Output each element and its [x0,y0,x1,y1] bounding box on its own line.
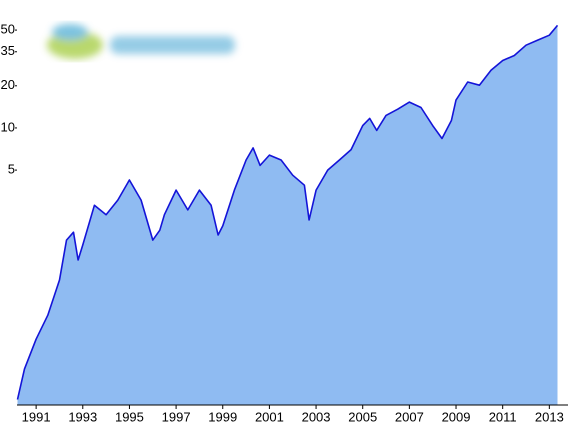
y-tick-label: 10 [1,119,15,134]
x-tick-label: 1997 [162,409,191,424]
x-tick-label: 2011 [489,409,517,424]
x-tick-label: 2009 [442,409,471,424]
x-tick-label: 2003 [302,409,331,424]
x-tick-label: 1999 [208,409,237,424]
y-tick-label: 5 [8,162,15,177]
x-tick-label: 1993 [68,409,97,424]
x-tick-label: 1991 [22,409,51,424]
y-tick-label: 20 [1,77,15,92]
x-tick-label: 2007 [395,409,424,424]
x-tick-label: 2013 [535,409,564,424]
y-tick-label: 35 [1,43,15,58]
x-tick-label: 2005 [348,409,377,424]
line [16,24,559,400]
area [17,25,558,406]
x-tick-label: 2001 [255,409,284,424]
logo [47,24,235,59]
y-tick-label: 50 [1,22,15,37]
x-tick-label: 1995 [115,409,144,424]
